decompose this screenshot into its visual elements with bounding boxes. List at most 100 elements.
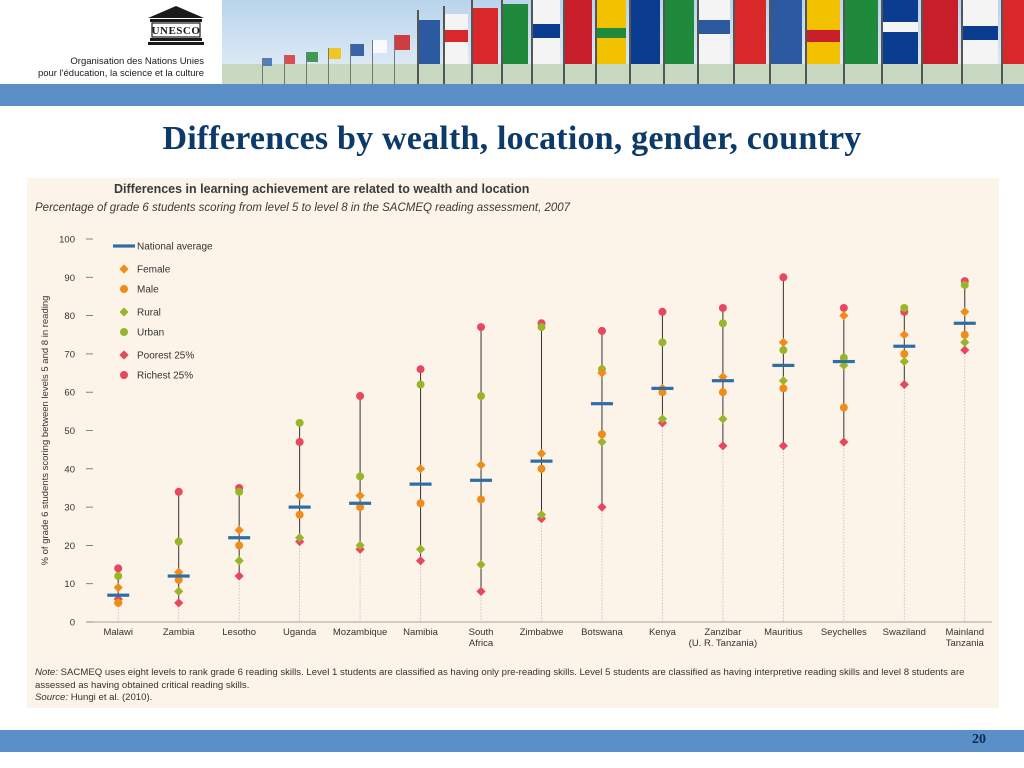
rural-point-7	[536, 510, 547, 520]
female-point-4	[355, 491, 365, 501]
legend-marker-richest	[120, 371, 128, 379]
richest-point-9	[658, 307, 667, 316]
x-tick-label-10-0: Zanzibar	[704, 627, 741, 638]
poorest-point-2	[234, 571, 244, 581]
richest-point-3	[295, 437, 304, 446]
y-tick-label-70: 70	[64, 349, 75, 360]
flags-banner-image	[222, 0, 1024, 84]
female-point-3	[295, 491, 305, 501]
x-tick-label-9-0: Kenya	[649, 627, 677, 638]
legend-marker-male	[120, 285, 128, 293]
male-point-7	[537, 464, 546, 473]
bottom-blue-band: 20	[0, 730, 1024, 752]
male-point-1	[174, 575, 183, 584]
poorest-point-8	[597, 502, 607, 512]
slide-title: Differences by wealth, location, gender,…	[162, 120, 862, 157]
national-point-10	[711, 379, 734, 383]
urban-point-2	[235, 487, 244, 496]
legend-label-male: Male	[137, 285, 159, 296]
y-tick-label-60: 60	[64, 388, 75, 399]
legend-marker-female	[119, 264, 129, 274]
urban-point-3	[295, 418, 304, 427]
slide-number: 20	[972, 732, 986, 747]
poorest-point-13	[899, 379, 909, 390]
x-tick-label-11-0: Mauritius	[764, 627, 803, 638]
org-name-line1: Organisation des Nations Unies	[70, 56, 204, 67]
male-point-0	[114, 598, 123, 607]
legend-label-female: Female	[137, 265, 171, 276]
x-tick-label-12-0: Seychelles	[821, 627, 867, 638]
poorest-point-5	[415, 556, 426, 566]
y-tick-label-90: 90	[64, 273, 75, 284]
y-tick-label-50: 50	[64, 426, 75, 437]
national-point-9	[651, 386, 674, 390]
legend-label-richest: Richest 25%	[137, 371, 193, 382]
legend-marker-urban	[120, 328, 128, 336]
richest-point-8	[597, 326, 606, 335]
urban-point-10	[718, 319, 727, 328]
national-point-4	[349, 501, 372, 505]
x-tick-label-5-0: Namibia	[403, 627, 439, 638]
female-point-7	[536, 448, 547, 459]
unesco-temple-icon: UNESCO	[148, 6, 204, 45]
chart-figure: Differences in learning achievement are …	[27, 178, 999, 708]
logo-text: UNESCO	[152, 25, 201, 37]
y-tick-label-40: 40	[64, 464, 75, 475]
urban-point-14	[960, 280, 969, 289]
x-tick-label-6-0: South	[469, 627, 494, 638]
x-tick-label-8-0: Botswana	[581, 627, 623, 638]
poorest-point-1	[174, 598, 184, 608]
org-name-line2: pour l'éducation, la science et la cultu…	[37, 68, 204, 79]
rural-point-4	[355, 540, 365, 550]
national-point-2	[228, 536, 251, 540]
poorest-point-12	[839, 437, 849, 447]
x-tick-label-2-0: Lesotho	[222, 627, 256, 638]
national-point-14	[953, 321, 976, 325]
rural-point-8	[597, 437, 607, 447]
y-tick-label-100: 100	[59, 235, 75, 246]
national-point-7	[530, 459, 553, 463]
poorest-point-6	[476, 586, 486, 596]
poorest-point-11	[778, 441, 788, 451]
x-tick-label-1-0: Zambia	[163, 627, 195, 638]
female-point-6	[476, 460, 486, 470]
male-point-3	[295, 510, 304, 519]
source-text: Hungi et al. (2010).	[70, 692, 153, 703]
richest-point-10	[718, 303, 727, 312]
urban-point-13	[900, 303, 909, 312]
y-tick-label-80: 80	[64, 311, 75, 322]
richest-point-1	[174, 487, 183, 496]
legend-marker-national	[113, 244, 135, 248]
national-point-6	[470, 478, 493, 482]
urban-point-11	[779, 346, 788, 355]
y-tick-label-0: 0	[70, 618, 75, 629]
urban-point-9	[658, 338, 667, 347]
male-point-4	[356, 503, 365, 512]
national-point-13	[893, 344, 916, 348]
legend-marker-poorest	[119, 350, 129, 360]
x-tick-label-13-0: Swaziland	[883, 627, 926, 638]
legend-label-poorest: Poorest 25%	[137, 351, 194, 362]
rural-point-10	[718, 414, 728, 424]
female-point-13	[899, 330, 909, 340]
female-point-1	[174, 567, 184, 577]
male-point-6	[477, 495, 486, 504]
national-point-3	[288, 505, 311, 509]
rural-point-3	[295, 533, 305, 543]
legend-label-urban: Urban	[137, 328, 164, 339]
rural-point-13	[899, 356, 909, 367]
urban-point-7	[537, 323, 546, 332]
note-label: Note:	[35, 667, 58, 678]
unesco-logo: UNESCO Organisation des Nations Unies po…	[0, 0, 222, 84]
richest-point-4	[356, 392, 365, 401]
poorest-point-14	[960, 345, 970, 355]
male-point-8	[597, 430, 606, 439]
urban-point-12	[839, 353, 848, 362]
x-tick-label-4-0: Mozambique	[333, 627, 387, 638]
national-point-1	[167, 574, 190, 578]
urban-point-0	[114, 572, 123, 581]
rural-point-2	[234, 556, 244, 566]
richest-point-5	[416, 365, 425, 374]
male-point-2	[235, 541, 244, 550]
urban-point-6	[477, 392, 486, 401]
